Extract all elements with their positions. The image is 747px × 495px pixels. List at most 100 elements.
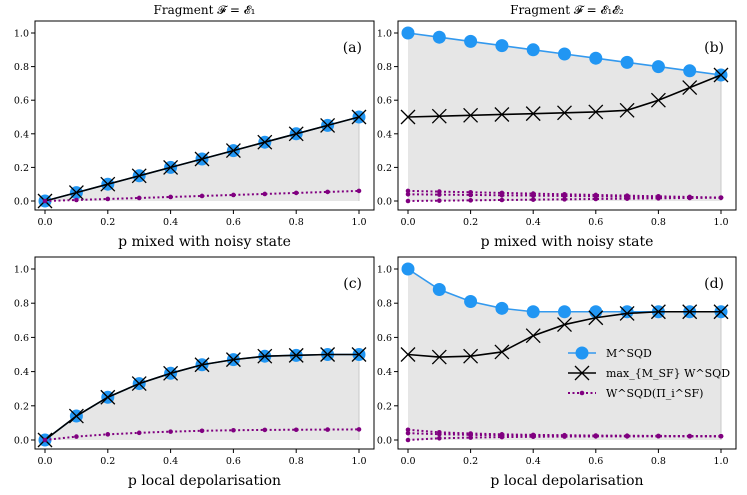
point-w-sqd-pi <box>168 429 173 434</box>
series-line-w-sqd-pi <box>44 428 360 441</box>
panel-b: 0.0 0.2 0.4 0.6 0.8 1.0 0.0 0.2 0.4 0.6 0.8 1.0 p mi… <box>377 3 737 250</box>
point-max-w-sqd <box>619 306 635 321</box>
x-tick-label: 0.6 <box>226 456 241 467</box>
point-max-w-sqd <box>131 376 147 392</box>
panel-label: (c) <box>343 276 362 292</box>
point-max-w-sqd <box>431 108 447 124</box>
x-tick-label: 0.4 <box>526 456 541 467</box>
x-tick-label: 0.8 <box>651 217 666 228</box>
x-tick-label: 1.0 <box>351 217 366 228</box>
point-m-sqd <box>464 34 478 48</box>
point-max-w-sqd <box>163 365 179 381</box>
point-w-sqd-pi <box>405 437 411 443</box>
point-w-sqd-pi <box>499 434 505 440</box>
panel-d: 0.0 0.2 0.4 0.6 0.8 1.0 0.0 0.2 0.4 0.6 0.8 1.0 p lo… <box>377 256 737 489</box>
legend-entry-w-sqd-pi: W^SQD(Π_i^SF) <box>606 387 703 400</box>
point-w-sqd-pi <box>74 434 79 439</box>
x-axis-label: p mixed with noisy state <box>118 234 291 250</box>
point-max-w-sqd <box>68 408 84 424</box>
point-m-sqd <box>464 294 478 308</box>
y-tick-label: 0.6 <box>377 96 392 107</box>
point-max-w-sqd <box>463 348 479 364</box>
y-tick-label: 0.6 <box>14 96 29 107</box>
point-max-w-sqd <box>100 176 116 192</box>
point-w-sqd-pi <box>356 188 362 194</box>
y-tick-label: 0.2 <box>14 163 29 174</box>
x-tick-label: 0.4 <box>163 217 178 228</box>
y-tick-label: 0.4 <box>14 367 29 378</box>
point-m-sqd <box>401 262 415 276</box>
point-w-sqd-pi <box>624 434 630 439</box>
x-tick-label: 0.2 <box>463 456 478 467</box>
panel-c: 0.0 0.2 0.4 0.6 0.8 1.0 0.0 0.2 0.4 0.6 0.8 1.0 p lo… <box>14 256 375 489</box>
point-max-w-sqd <box>225 352 241 368</box>
x-tick-label: 0.2 <box>100 217 115 228</box>
point-m-sqd <box>432 30 446 44</box>
panel-label: (d) <box>704 276 724 292</box>
point-max-w-sqd <box>713 304 729 320</box>
y-tick-label: 1.0 <box>14 265 29 276</box>
point-max-w-sqd <box>288 347 304 363</box>
point-w-sqd-pi <box>136 430 142 436</box>
shaded-region <box>408 33 721 201</box>
point-w-sqd-pi <box>718 433 724 439</box>
x-tick-label: 0.0 <box>400 456 415 467</box>
point-w-sqd-pi <box>656 196 661 201</box>
point-w-sqd-pi <box>499 192 505 198</box>
point-w-sqd-pi <box>437 435 442 441</box>
point-w-sqd-pi <box>325 189 330 195</box>
axes-frame <box>34 20 375 211</box>
x-tick-label: 0.2 <box>100 456 115 467</box>
x-tick-label: 0.8 <box>289 217 304 228</box>
point-m-sqd <box>495 39 509 53</box>
point-max-w-sqd <box>557 317 572 333</box>
point-w-sqd-pi <box>718 195 724 200</box>
y-tick-label: 1.0 <box>377 29 392 40</box>
point-w-sqd-pi <box>468 192 473 198</box>
point-w-sqd-pi <box>74 197 79 203</box>
point-w-sqd-pi <box>42 198 48 204</box>
y-tick-label: 0.2 <box>377 163 392 174</box>
point-w-sqd-pi <box>231 192 236 198</box>
point-w-sqd-pi <box>530 434 536 440</box>
x-tick-label: 1.0 <box>351 456 366 467</box>
point-w-sqd-pi <box>562 197 567 202</box>
point-w-sqd-pi <box>262 427 268 433</box>
x-tick-label: 1.0 <box>713 217 728 228</box>
y-tick-label: 0.0 <box>14 197 29 208</box>
point-w-sqd-pi <box>437 431 442 437</box>
point-max-w-sqd <box>557 105 572 121</box>
x-tick-label: 0.8 <box>651 456 666 467</box>
x-tick-label: 0.4 <box>526 217 541 228</box>
point-w-sqd-pi <box>593 434 599 439</box>
y-tick-label: 1.0 <box>377 265 392 276</box>
point-m-sqd <box>589 305 603 319</box>
point-w-sqd-pi <box>687 433 692 439</box>
point-w-sqd-pi <box>437 198 442 203</box>
point-w-sqd-pi <box>530 193 536 198</box>
shaded-region <box>45 354 359 440</box>
point-m-sqd <box>683 64 697 78</box>
panel-title: Fragment 𝓕 = 𝓔₁𝓔₂ <box>510 3 624 17</box>
point-max-w-sqd <box>682 304 698 320</box>
point-w-sqd-pi <box>405 188 411 194</box>
point-w-sqd-pi <box>437 192 442 197</box>
point-w-sqd-pi <box>562 434 567 439</box>
legend-marker-m-sqd <box>575 346 589 360</box>
point-max-w-sqd <box>351 347 367 362</box>
legend-entry-m-sqd: M^SQD <box>606 347 652 360</box>
x-tick-label: 0.6 <box>226 217 241 228</box>
y-tick-label: 0.8 <box>14 299 29 310</box>
point-w-sqd-pi <box>136 195 142 201</box>
point-max-w-sqd <box>194 151 210 167</box>
x-axis-label: p local depolarisation <box>490 473 643 489</box>
point-w-sqd-pi <box>656 433 661 439</box>
point-m-sqd <box>620 55 634 69</box>
legend-entry-max-w-sqd: max_{M_SF} W^SQD <box>606 367 730 380</box>
point-max-w-sqd <box>588 310 604 326</box>
x-tick-label: 0.8 <box>289 456 304 467</box>
y-tick-label: 0.0 <box>14 436 29 447</box>
panel-label: (b) <box>704 40 724 56</box>
legend-marker-max-w-sqd <box>574 365 590 381</box>
